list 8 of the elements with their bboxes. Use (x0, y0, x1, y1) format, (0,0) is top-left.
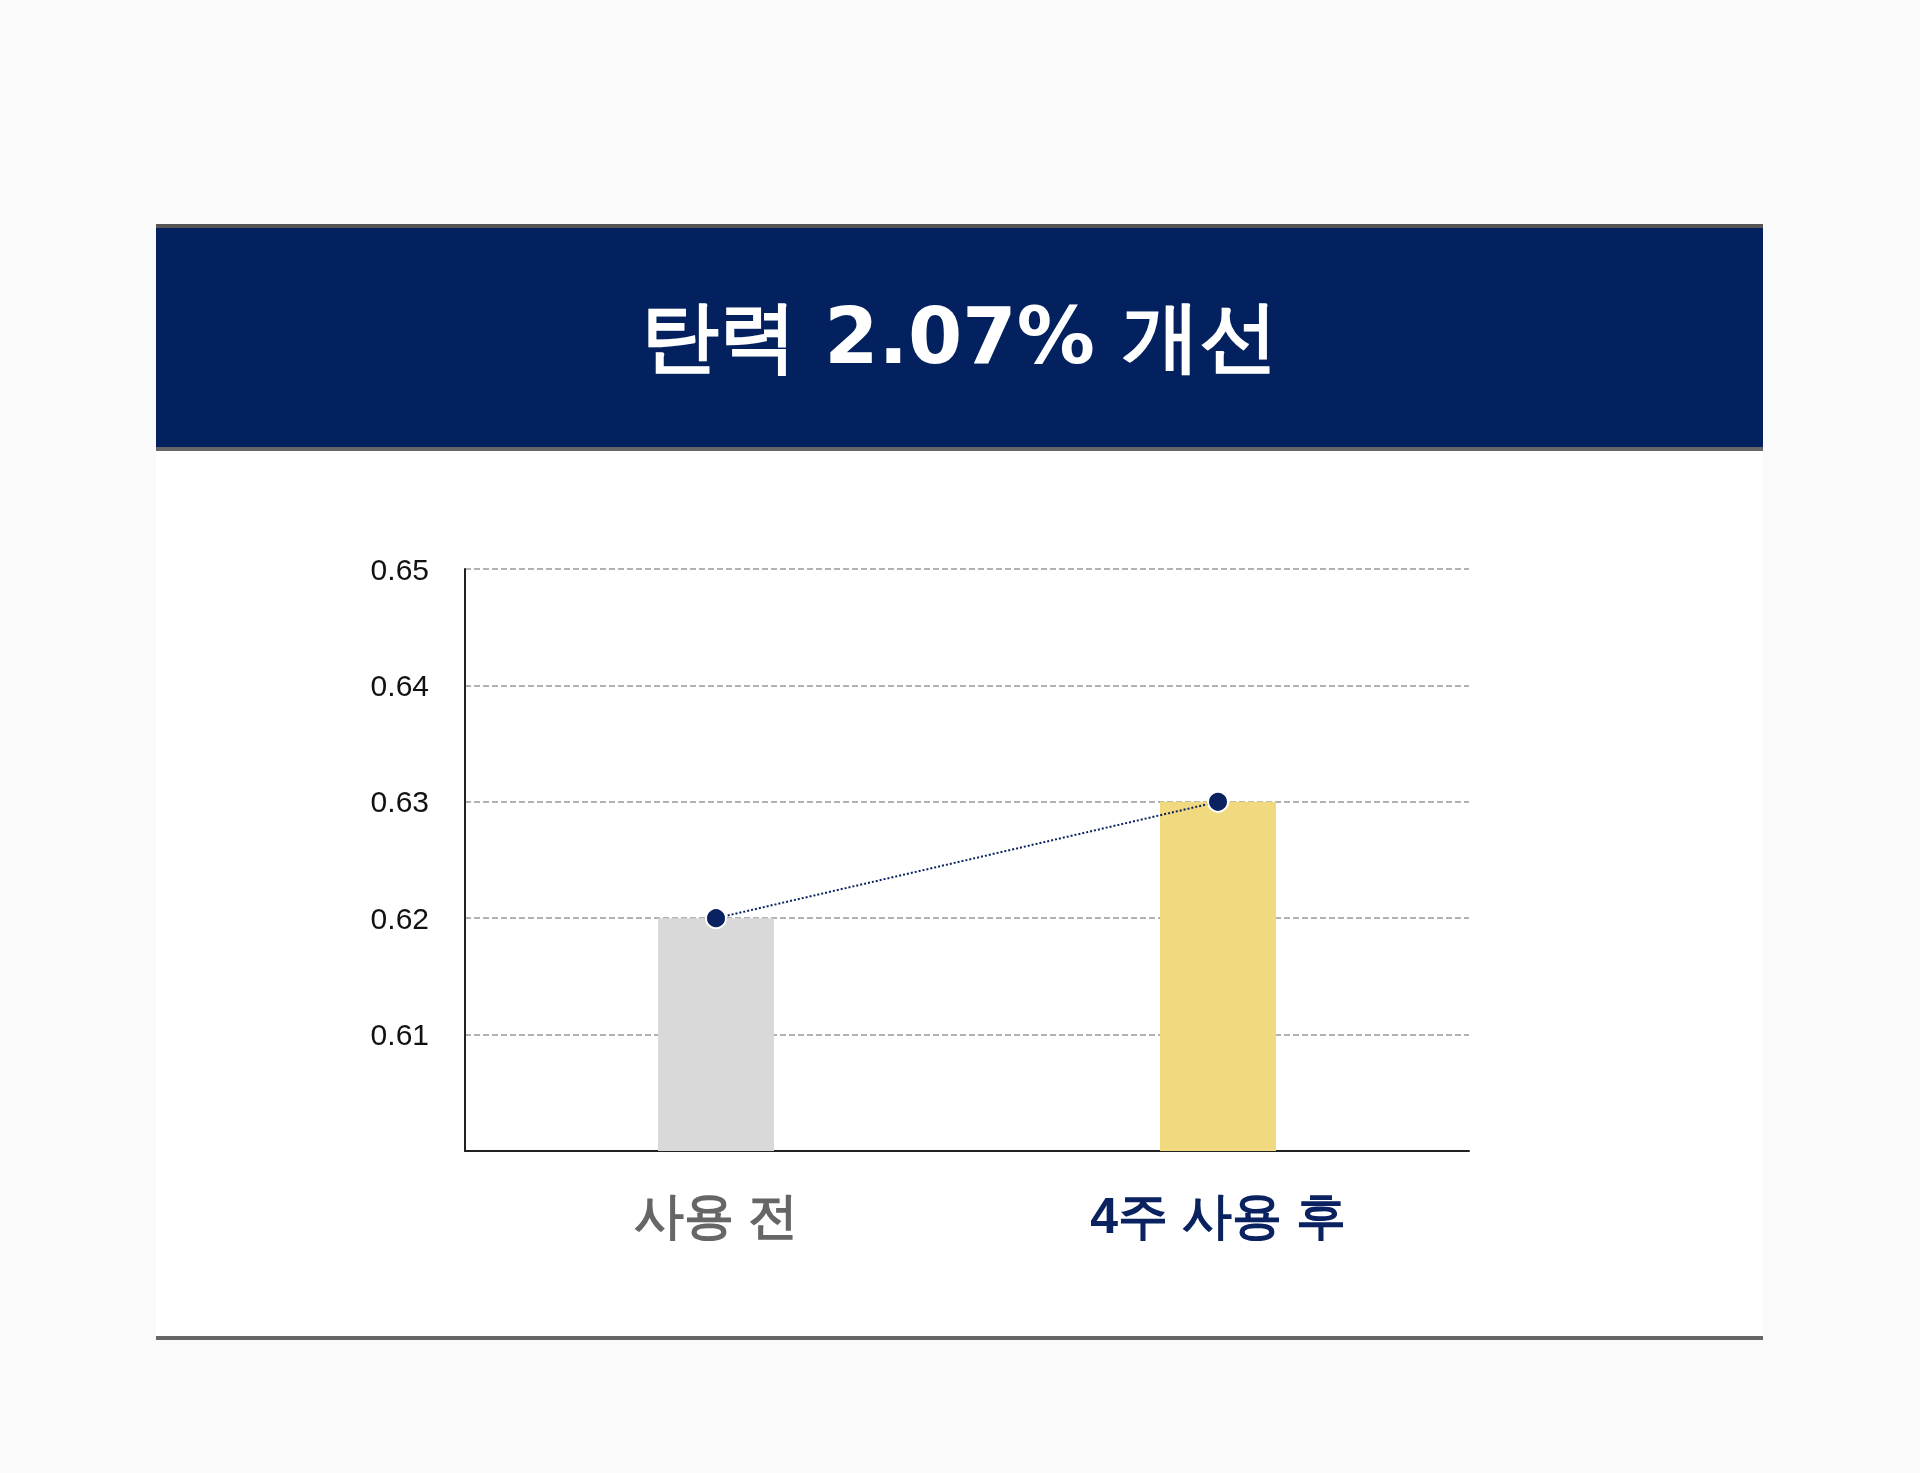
y-tick-label: 0.64 (370, 668, 429, 702)
y-tick-label: 0.63 (370, 785, 429, 819)
y-tick-label: 0.65 (370, 552, 429, 586)
x-tick-label: 사용 전 (634, 1188, 798, 1244)
y-tick-label: 0.61 (370, 1018, 429, 1052)
y-tick-label: 0.62 (370, 901, 429, 935)
chart-title: 탄력 2.07% 개선 (156, 224, 1763, 451)
x-tick-label: 4주 사용 후 (1090, 1188, 1346, 1244)
